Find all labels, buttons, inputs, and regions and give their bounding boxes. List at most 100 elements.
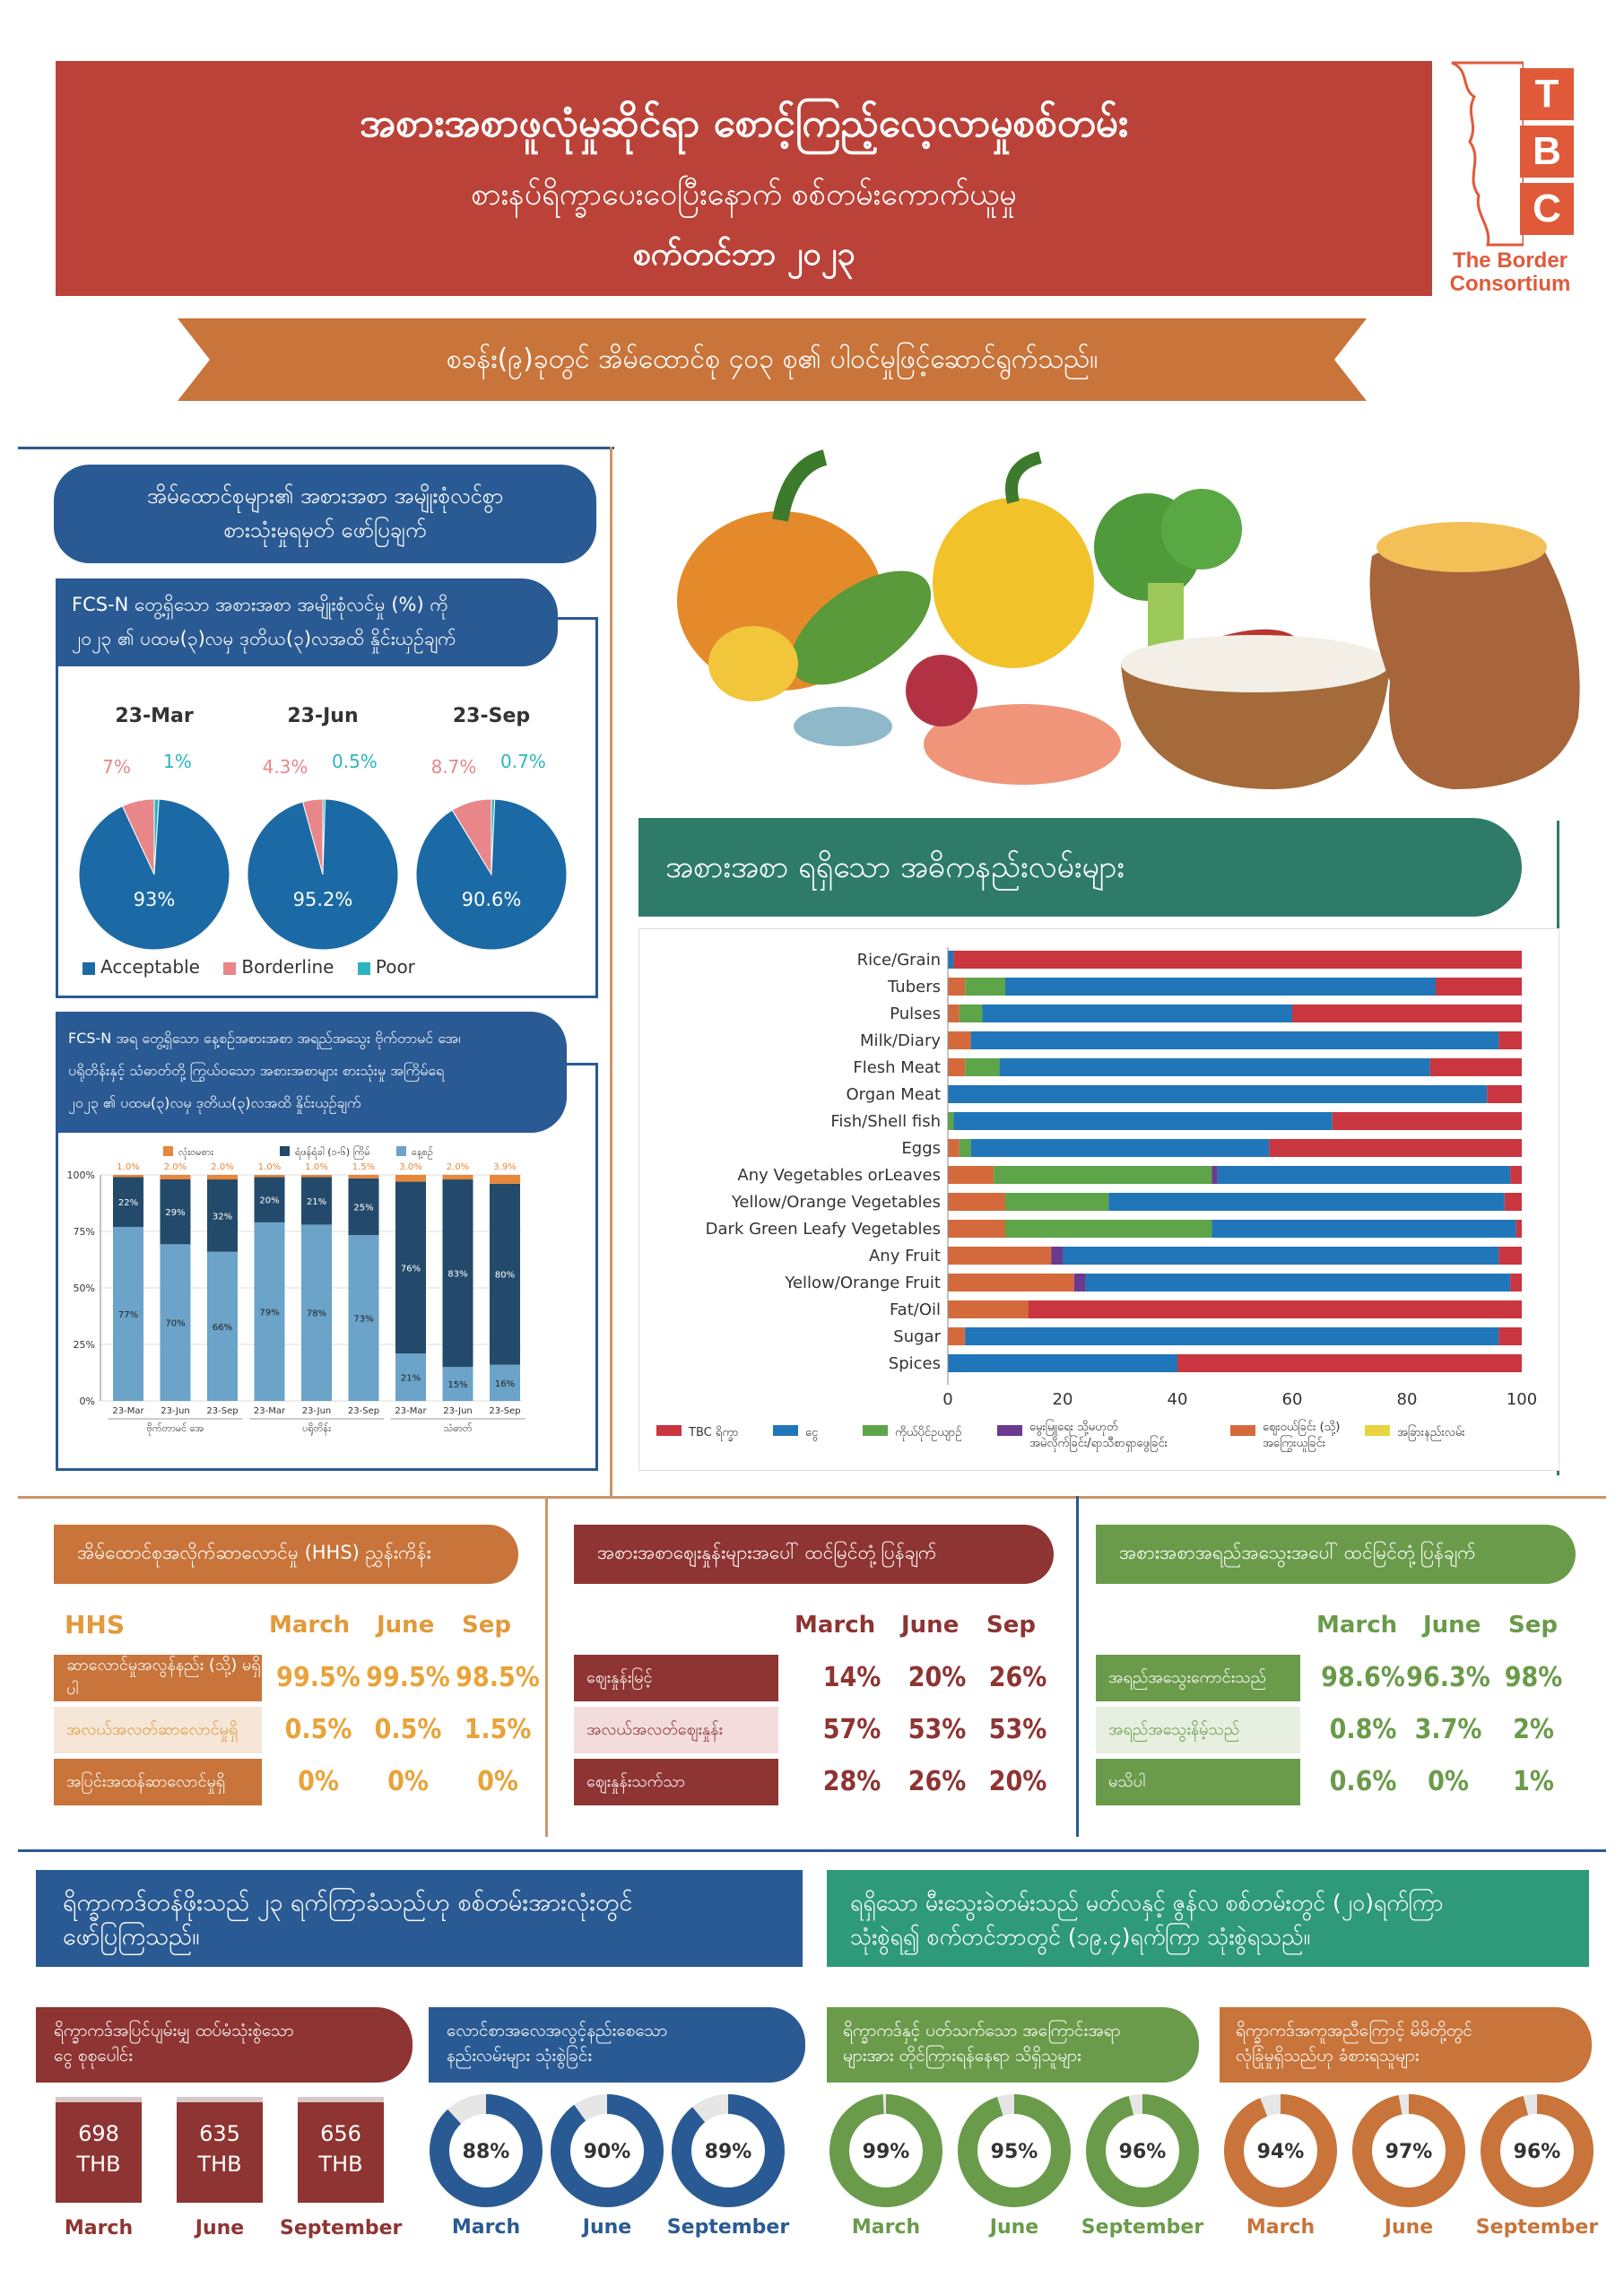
donut-label: 96% xyxy=(1119,2141,1167,2163)
stack-label-never: 2.0% xyxy=(164,1162,187,1172)
bowl-icon xyxy=(1121,635,1390,789)
br-tag-complaint: ရိက္ခာကဒ်နှင့် ပတ်သက်သော အကြောင်းအရာ မျာ… xyxy=(827,2007,1199,2083)
hbar-segment xyxy=(1211,1166,1218,1184)
hbar-xtick: 0 xyxy=(942,1390,952,1409)
stack-label-never: 2.0% xyxy=(447,1162,469,1172)
donut-month: September xyxy=(1081,2216,1204,2239)
br-title-line2: သုံးစွဲရ၍ စက်တင်ဘာတွင် (၁၉.၄)ရက်ကြာ သုံး… xyxy=(850,1924,1311,1950)
tbc-logo: T B C The Border Consortium xyxy=(1443,61,1577,296)
price-month-mar: March xyxy=(795,1612,876,1639)
pie-slice-borderline xyxy=(451,798,492,876)
hbar-segment xyxy=(948,1247,1052,1265)
hbar-category: Fat/Oil xyxy=(890,1300,941,1319)
stack-label-sometimes: 21% xyxy=(307,1197,326,1207)
logo-letter-c: C xyxy=(1520,183,1574,235)
stack-ytick: 50% xyxy=(74,1283,95,1294)
donut-fill xyxy=(551,2094,664,2207)
stack-bar-sometimes xyxy=(348,1178,379,1236)
donut-label: 89% xyxy=(705,2141,752,2163)
pie-label-borderline: 4.3% xyxy=(263,756,308,778)
hbar-segment xyxy=(1005,1220,1212,1238)
hbar-legend-label: အမဲလိုက်ခြင်း/ရာသီစာရှာဖွေခြင်း xyxy=(1029,1435,1168,1452)
page-title: အစားအစာဖူလုံမှုဆိုင်ရာ စောင့်ကြည့်လေ့လာမ… xyxy=(359,100,1129,146)
fuel-donuts: 88% March 90% June 89% September xyxy=(430,2094,789,2239)
stack-bar-sometimes xyxy=(301,1177,332,1225)
hbar-segment xyxy=(948,1327,966,1345)
br-title: ရရှိသော မီးသွေးခဲတမ်းသည် မတ်လနှင့် ဇွန်လ… xyxy=(827,1870,1589,1967)
stack-xtick: 23-Sep xyxy=(206,1406,238,1416)
donut-month: June xyxy=(581,2216,631,2239)
table-value: 26% xyxy=(988,1662,1047,1693)
stack-label-sometimes: 29% xyxy=(165,1208,185,1218)
stack-label-sometimes: 20% xyxy=(259,1196,279,1206)
bl-tag-fuel-line2: နည်းလမ်းများ သုံးစွဲခြင်း xyxy=(447,2046,593,2066)
ribbon-shape xyxy=(178,318,1367,401)
stack-bar-sometimes xyxy=(254,1177,285,1222)
stack-label-never: 2.0% xyxy=(211,1162,233,1172)
table-value: 0.8% xyxy=(1329,1714,1397,1745)
hbar-category: Yellow/Orange Fruit xyxy=(784,1274,941,1292)
stack-label-daily: 15% xyxy=(447,1380,467,1390)
donut-fill xyxy=(672,2094,785,2207)
donut-month: September xyxy=(1476,2216,1599,2239)
stack-ytick: 75% xyxy=(74,1226,95,1238)
stack-label-never: 1.0% xyxy=(305,1162,327,1172)
hbar-xtick: 40 xyxy=(1168,1390,1188,1409)
hbar-category: Dark Green Leafy Vegetables xyxy=(706,1220,941,1239)
stack-bar-never xyxy=(160,1175,191,1179)
hbar-segment xyxy=(959,1139,971,1157)
page-subtitle: စားနပ်ရိက္ခာပေးဝေပြီးနောက် စစ်တမ်းကောက်ယ… xyxy=(471,177,1017,213)
hbar-category: Rice/Grain xyxy=(857,951,941,970)
hbar-segment xyxy=(1269,1139,1522,1157)
hbar-segment xyxy=(1217,1166,1511,1184)
stack-xtick: 23-Jun xyxy=(443,1406,473,1416)
hbar-category: Eggs xyxy=(901,1139,941,1158)
hbar-segment xyxy=(1498,1247,1522,1265)
hbar-segment xyxy=(1498,1031,1522,1049)
br-tag-complaint-line1: ရိက္ခာကဒ်နှင့် ပတ်သက်သော အကြောင်းအရာ xyxy=(843,2021,1121,2040)
pie-slice-borderline xyxy=(301,798,324,875)
hbar-category: Fish/Shell fish xyxy=(830,1112,941,1131)
donut-fill xyxy=(1352,2094,1465,2207)
hbar-segment xyxy=(1005,978,1436,996)
pepper-icon xyxy=(933,451,1094,668)
donut-month: June xyxy=(1383,2216,1433,2239)
hbar-segment xyxy=(948,1004,960,1022)
hbar-segment xyxy=(1108,1193,1505,1211)
stack-bar-daily xyxy=(395,1353,426,1401)
fcs-subtitle: FCS-N တွေ့ရှိသော အစားအစာ အမျိုးစုံလင်မှု… xyxy=(56,578,558,666)
hbar-segment xyxy=(1292,1004,1522,1022)
page-date: စက်တင်ဘာ ၂၀၂၃ xyxy=(632,236,855,273)
table-value: 14% xyxy=(822,1662,881,1693)
hbar-segment xyxy=(1332,1112,1522,1130)
hbar-segment xyxy=(1051,1247,1063,1265)
bl-tag-cash: ရိက္ခာကဒ်အပြင်ပျမ်းမျှ ထပ်မံသုံးစွဲသော င… xyxy=(36,2007,413,2083)
pie-label-borderline: 8.7% xyxy=(431,756,477,778)
donut-fill xyxy=(958,2094,1071,2207)
table-value: 20% xyxy=(988,1766,1047,1797)
hbar-segment xyxy=(1504,1193,1522,1211)
stack-bar-daily xyxy=(442,1367,473,1401)
donut-label: 99% xyxy=(863,2141,910,2163)
hbar-segment xyxy=(948,1139,960,1157)
hbar-segment xyxy=(948,978,966,996)
stack-label-daily: 66% xyxy=(213,1323,232,1333)
hhs-month-mar: March xyxy=(269,1612,351,1639)
map-icon xyxy=(1451,61,1524,247)
hbar-legend-swatch xyxy=(773,1425,798,1436)
stack-label-never: 1.0% xyxy=(258,1162,281,1172)
stack-label-daily: 16% xyxy=(495,1379,515,1389)
pie-label-borderline: 7% xyxy=(102,756,131,778)
stack-label-never: 1.5% xyxy=(352,1162,375,1172)
table-value: 99.5% xyxy=(366,1662,450,1693)
stack-group-label: ဗိုက်တာမင် အေ xyxy=(147,1422,204,1436)
stack-bar-daily xyxy=(301,1224,332,1401)
hbar-legend-swatch xyxy=(1230,1425,1255,1436)
table-value: 20% xyxy=(908,1662,967,1693)
stack-label-daily: 21% xyxy=(401,1374,421,1384)
divider xyxy=(545,1496,548,1837)
hbar-legend-swatch xyxy=(656,1425,682,1436)
hbar-xtick: 100 xyxy=(1507,1390,1537,1409)
hbar-segment xyxy=(965,1327,1499,1345)
table-value: 0% xyxy=(298,1766,339,1797)
